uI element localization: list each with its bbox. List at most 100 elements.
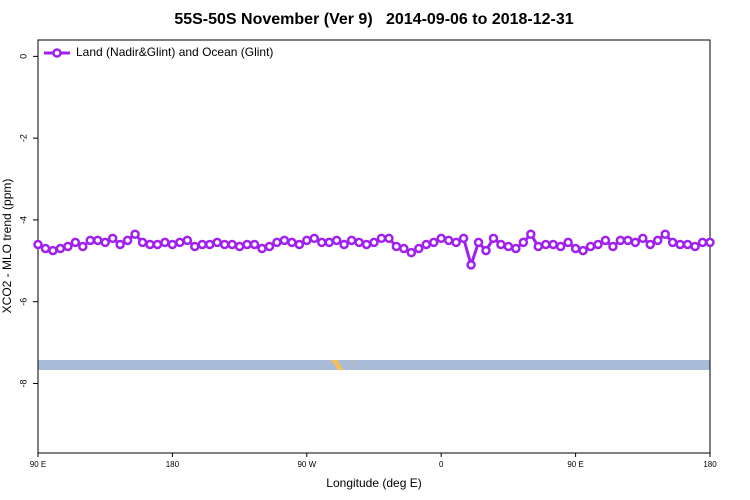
data-point [630,237,641,248]
data-point [279,235,290,246]
map-ocean [38,360,710,370]
data-point [152,239,163,250]
data-point [302,235,312,246]
data-point [652,235,663,246]
map-land [351,362,354,363]
data-point [316,237,327,248]
data-point [481,245,491,256]
data-point [443,235,454,246]
data-point [533,241,544,252]
data-point [107,233,118,244]
data-point [540,239,551,250]
data-point [570,243,581,254]
data-point [92,235,103,246]
data-point [242,239,252,250]
data-point [451,237,461,248]
x-tick-label: 180 [166,460,180,469]
data-point [339,239,349,250]
data-point [593,239,603,250]
data-point [85,235,96,246]
data-point [78,241,88,252]
data-point [667,237,678,248]
data-point [212,237,222,248]
data-point [660,229,670,239]
data-point [414,243,424,254]
data-point [458,233,469,244]
data-point [272,237,282,248]
data-point [137,237,148,248]
data-point [361,239,372,250]
data-point [376,233,387,244]
data-point [496,239,506,250]
y-tick-label: -2 [18,134,28,142]
y-tick-label: 0 [18,54,28,59]
x-tick-label: 180 [703,460,717,469]
legend-marker [52,48,62,58]
data-point [369,237,379,248]
x-tick-label: 90 E [567,460,583,469]
data-point [473,237,484,248]
data-point [122,235,133,246]
data-point [257,243,267,254]
data-point [70,237,81,248]
data-point [682,239,693,250]
data-point [548,239,558,250]
data-point [421,239,432,250]
data-point [645,239,656,250]
data-point [324,237,334,248]
data-point [503,241,514,252]
data-point [197,239,208,250]
x-tick-label: 90 E [30,460,46,469]
data-point [578,245,588,256]
data-point [160,237,170,248]
data-point [219,239,230,250]
data-point [33,239,43,250]
data-point [115,239,125,250]
data-point [705,237,715,248]
map-strip [38,360,710,370]
data-point [145,239,155,250]
data-point [63,241,73,252]
data-point [354,237,364,248]
data-point [100,237,110,248]
data-point [175,237,185,248]
data-point [264,241,275,252]
data-point [346,235,357,246]
data-point [167,239,178,250]
chart-title: 55S-50S November (Ver 9) 2014-09-06 to 2… [174,11,573,28]
data-point [182,235,193,246]
data-point [697,237,708,248]
data-point [399,243,409,254]
data-point [48,245,58,256]
legend-label: Land (Nadir&Glint) and Ocean (Glint) [76,45,273,59]
data-point [55,243,66,254]
y-tick-label: -4 [18,216,28,224]
data-point [690,241,700,252]
data-point [623,235,633,246]
data-point [436,233,446,244]
data-point [204,239,215,250]
y-tick-label: -6 [18,298,28,306]
data-point [190,241,200,252]
data-point [130,229,140,239]
data-point [600,235,611,246]
data-point [615,235,626,246]
data-point [428,237,439,248]
data-point [608,241,618,252]
data-point [638,233,648,244]
data-point [511,243,521,254]
data-point [585,241,596,252]
data-point [555,241,566,252]
data-point [406,247,417,258]
data-point [234,241,245,252]
data-point [488,233,499,244]
data-point [563,237,573,248]
y-tick-label: -8 [18,379,28,387]
data-point [249,239,260,250]
data-point [309,233,320,244]
data-point [227,239,237,250]
x-tick-label: 0 [439,460,444,469]
data-point [526,229,536,239]
data-point [40,243,51,254]
